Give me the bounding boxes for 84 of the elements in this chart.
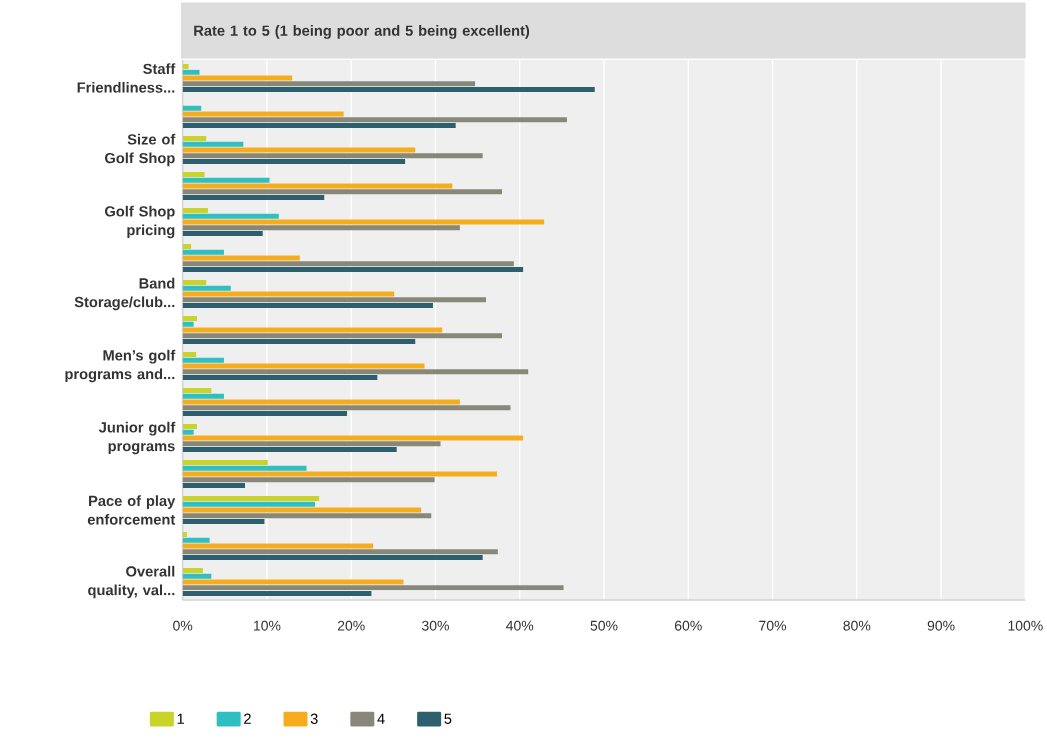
bar	[182, 460, 268, 465]
bar	[182, 357, 224, 363]
bar	[182, 105, 202, 111]
bar	[182, 513, 432, 519]
bar	[182, 303, 433, 308]
x-tick-label: 50%	[590, 620, 618, 631]
y-tick-label: Pace of play enforcement	[87, 495, 176, 525]
bar	[182, 267, 524, 272]
bar	[182, 447, 397, 452]
bar	[182, 123, 456, 128]
bar	[182, 591, 372, 596]
bar	[182, 87, 595, 92]
bar	[182, 573, 212, 579]
legend-label: 1	[177, 713, 184, 724]
bar	[182, 69, 200, 75]
bar	[182, 339, 416, 344]
y-tick-label: Staff Friendliness...	[77, 63, 176, 93]
bar	[182, 321, 194, 327]
chart-title: Rate 1 to 5 (1 being poor and 5 being excellent)	[194, 25, 530, 39]
bar	[182, 117, 567, 123]
y-tick-label: Band Storage/club...	[74, 277, 175, 311]
bar	[182, 153, 483, 159]
bar	[182, 496, 320, 501]
x-tick-label: 70%	[759, 620, 787, 631]
bar	[182, 285, 231, 291]
bar	[182, 213, 279, 219]
bar	[182, 64, 189, 69]
legend-label: 5	[444, 713, 452, 724]
bar	[182, 352, 197, 357]
bar	[182, 333, 503, 339]
bar	[182, 465, 307, 471]
bar	[182, 280, 207, 285]
bar	[182, 249, 224, 255]
bar	[182, 297, 487, 303]
x-tick-label: 80%	[843, 620, 871, 631]
bar	[182, 388, 212, 393]
bar	[182, 411, 347, 416]
bar	[182, 189, 503, 195]
bar	[182, 405, 511, 411]
bar	[182, 141, 244, 147]
bar	[182, 501, 315, 507]
bar	[182, 369, 529, 375]
bar	[182, 261, 514, 267]
bar	[182, 136, 207, 141]
bar	[182, 177, 270, 183]
bar	[182, 549, 498, 555]
bar	[182, 519, 265, 524]
bar	[182, 477, 435, 483]
bar	[182, 532, 187, 537]
bar	[182, 537, 210, 543]
x-tick-label: 20%	[337, 620, 365, 631]
bar	[182, 441, 441, 447]
x-tick-label: 60%	[674, 620, 702, 631]
bar	[182, 159, 406, 164]
bar	[182, 568, 203, 573]
x-tick-label: 100%	[1008, 620, 1043, 631]
x-tick-label: 10%	[253, 620, 281, 631]
bar	[182, 393, 224, 399]
bar	[182, 375, 378, 380]
legend-label: 4	[377, 713, 385, 724]
legend-label: 2	[244, 713, 251, 724]
bar	[182, 316, 197, 321]
legend-label: 3	[310, 713, 318, 724]
y-tick-label: Overall quality, val...	[88, 565, 175, 599]
bar	[182, 231, 263, 236]
x-tick-label: 0%	[173, 620, 193, 631]
bar	[182, 225, 460, 231]
x-tick-label: 90%	[927, 620, 955, 631]
bar	[182, 429, 194, 435]
x-tick-label: 40%	[506, 620, 534, 631]
bar	[182, 208, 208, 213]
bar	[182, 585, 564, 591]
bar	[182, 195, 325, 200]
y-tick-label: Men’s golf programs and...	[65, 349, 176, 383]
x-tick-label: 30%	[421, 620, 449, 631]
bar	[182, 244, 192, 249]
y-tick-label: Junior golf programs	[98, 421, 176, 455]
bar	[182, 172, 205, 177]
bar	[182, 81, 476, 87]
y-tick-label: Golf Shop pricing	[105, 205, 175, 239]
bar	[182, 424, 197, 429]
y-tick-label: Size of Golf Shop	[105, 133, 176, 167]
bar	[182, 555, 483, 560]
bar	[182, 483, 246, 488]
